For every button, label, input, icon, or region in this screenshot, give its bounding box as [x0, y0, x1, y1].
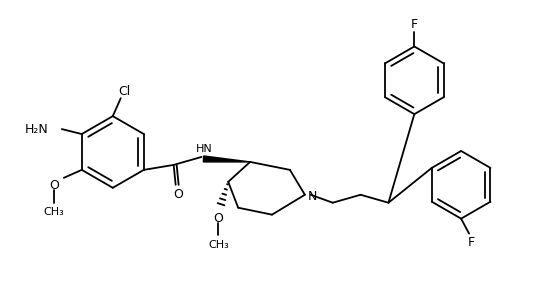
- Polygon shape: [203, 156, 250, 162]
- Text: O: O: [173, 188, 183, 201]
- Text: CH₃: CH₃: [208, 240, 228, 249]
- Text: CH₃: CH₃: [43, 207, 64, 217]
- Text: O: O: [214, 212, 223, 225]
- Text: F: F: [468, 236, 475, 249]
- Text: H₂N: H₂N: [25, 123, 49, 136]
- Text: HN: HN: [196, 144, 213, 154]
- Text: Cl: Cl: [119, 85, 131, 98]
- Text: O: O: [49, 179, 59, 192]
- Text: F: F: [411, 18, 418, 31]
- Text: N: N: [308, 190, 317, 203]
